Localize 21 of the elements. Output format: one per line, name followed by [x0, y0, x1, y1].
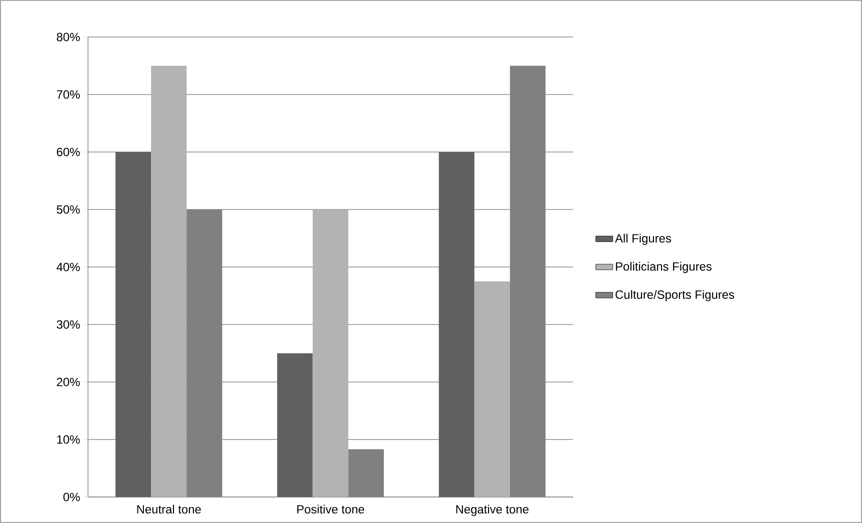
y-tick-label: 40% — [56, 262, 80, 272]
y-tick-label: 80% — [56, 32, 80, 42]
y-tick-label: 50% — [56, 205, 80, 214]
y-tick-label: 10% — [57, 435, 80, 444]
y-tick-label: 60% — [56, 148, 80, 156]
y-tick-label: 70% — [56, 90, 80, 99]
bar — [151, 66, 187, 497]
y-tick-label: 0% — [63, 492, 80, 502]
legend-label: Politicians Figures — [616, 262, 712, 274]
x-tick-label: Neutral tone — [137, 504, 201, 514]
bar — [277, 353, 313, 497]
bar — [312, 210, 348, 497]
legend-label: All Figures — [615, 234, 672, 245]
bar — [115, 152, 152, 497]
y-tick-label: 30% — [56, 320, 80, 329]
bar — [474, 281, 510, 497]
legend-label: Culture/Sports Figures — [616, 290, 734, 302]
x-tick-label: Positive tone — [297, 504, 364, 514]
y-tick-label: 20% — [56, 378, 80, 386]
x-tick-label: Negative tone — [456, 504, 528, 516]
bar — [438, 152, 474, 497]
